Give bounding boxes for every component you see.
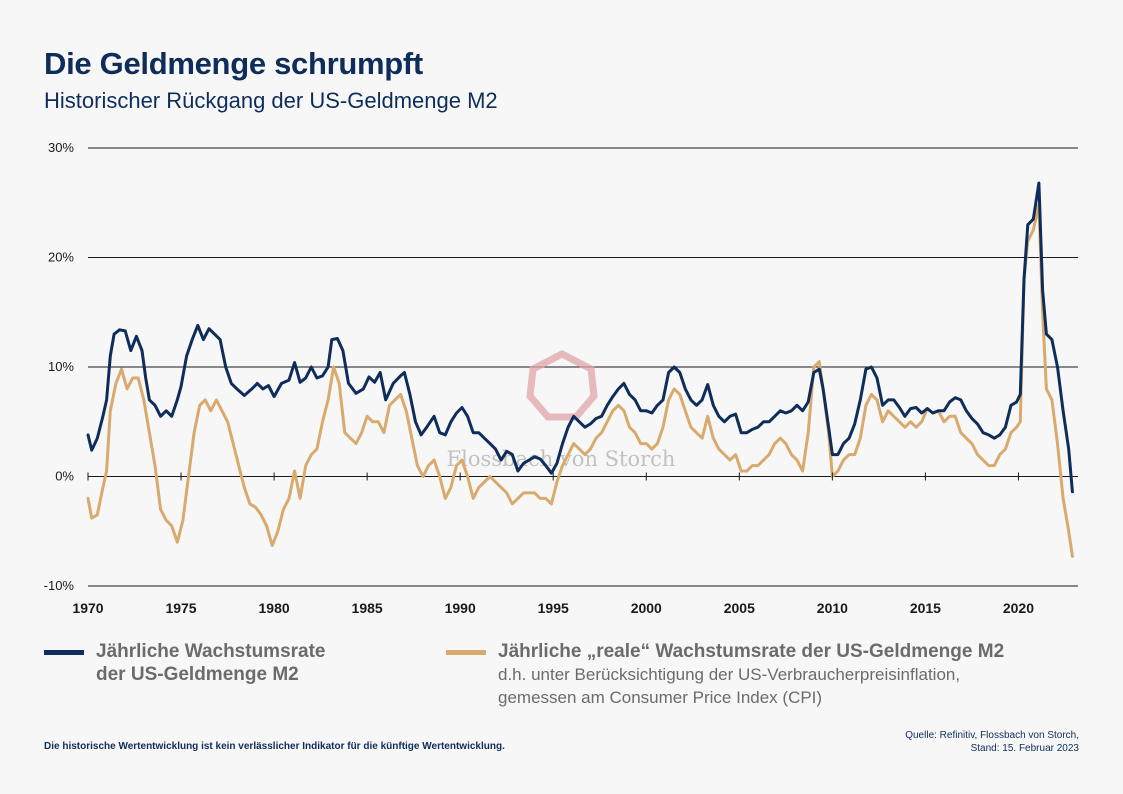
legend-swatch-real xyxy=(446,650,486,655)
source-line-2: Stand: 15. Februar 2023 xyxy=(970,743,1079,754)
y-tick-label: 30% xyxy=(48,140,74,155)
series-line-nominal-m2 xyxy=(86,181,1074,494)
x-tick-label: 2010 xyxy=(817,600,848,616)
y-axis: 30% 20% 10% 0% -10% xyxy=(44,140,75,593)
x-tick-label: 1985 xyxy=(352,600,383,616)
x-tick-label: 1990 xyxy=(445,600,476,616)
legend-label-real-3: gemessen am Consumer Price Index (CPI) xyxy=(498,688,823,707)
legend-label-real-1: Jährliche „reale“ Wachstumsrate der US-G… xyxy=(498,641,1005,662)
y-tick-label: -10% xyxy=(44,578,75,593)
source-note: Quelle: Refinitiv, Flossbach von Storch,… xyxy=(905,729,1079,755)
y-tick-label: 0% xyxy=(55,469,74,484)
series-group xyxy=(86,181,1074,558)
x-tick-label: 1995 xyxy=(538,600,569,616)
legend-label-nominal-1: Jährliche Wachstumsrate xyxy=(96,641,326,662)
chart-title: Die Geldmenge schrumpft xyxy=(44,46,423,81)
chart-subtitle: Historischer Rückgang der US-Geldmenge M… xyxy=(44,88,498,113)
y-tick-label: 20% xyxy=(48,250,74,265)
x-tick-label: 1980 xyxy=(259,600,290,616)
source-line-1: Quelle: Refinitiv, Flossbach von Storch, xyxy=(905,730,1079,741)
x-tick-label: 1970 xyxy=(72,600,103,616)
legend-label-real-2: d.h. unter Berücksichtigung der US-Verbr… xyxy=(498,665,961,684)
x-tick-label: 2015 xyxy=(910,600,941,616)
x-tick-label: 2020 xyxy=(1003,600,1034,616)
disclaimer-text: Die historische Wertentwicklung ist kein… xyxy=(44,741,505,752)
legend-label-nominal-2: der US-Geldmenge M2 xyxy=(96,664,299,685)
x-tick-label: 1975 xyxy=(165,600,196,616)
series-line-real-m2 xyxy=(86,203,1074,558)
x-tick-label: 2005 xyxy=(724,600,755,616)
legend-swatch-nominal xyxy=(44,650,84,655)
x-axis: 1970 1975 1980 1985 1990 1995 2000 2005 2010 2015… xyxy=(72,472,1034,616)
y-tick-label: 10% xyxy=(48,359,74,374)
x-tick-label: 2000 xyxy=(631,600,662,616)
